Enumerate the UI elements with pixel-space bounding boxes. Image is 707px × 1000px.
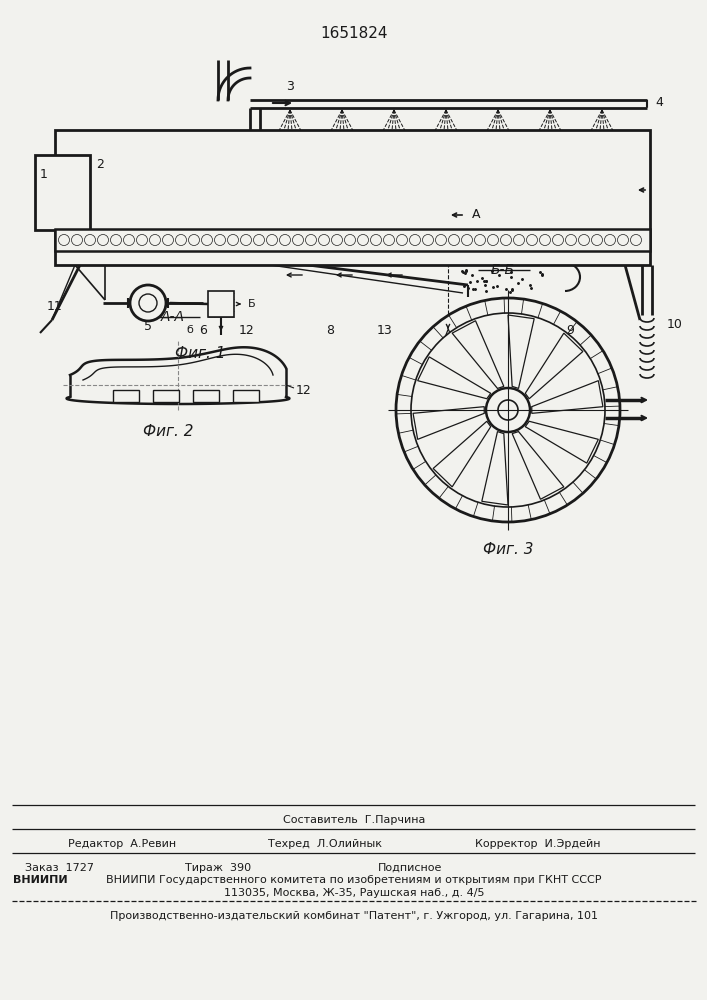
Polygon shape <box>452 321 504 388</box>
Polygon shape <box>413 407 484 439</box>
Bar <box>208 291 234 317</box>
Polygon shape <box>525 333 583 399</box>
Text: 7: 7 <box>584 448 592 462</box>
Text: Корректор  И.Эрдейн: Корректор И.Эрдейн <box>475 839 600 849</box>
Text: 11: 11 <box>46 300 62 314</box>
Text: 4: 4 <box>655 96 663 108</box>
Text: Редактор  А.Ревин: Редактор А.Ревин <box>68 839 176 849</box>
Text: Заказ  1727: Заказ 1727 <box>25 863 94 873</box>
Text: Техред  Л.Олийнык: Техред Л.Олийнык <box>268 839 382 849</box>
Text: б: б <box>187 325 194 335</box>
Text: Фиг. 1: Фиг. 1 <box>175 346 226 360</box>
Bar <box>153 390 179 402</box>
Text: А-А: А-А <box>161 310 185 324</box>
Text: ВНИИПИ: ВНИИПИ <box>13 875 68 885</box>
Text: 6: 6 <box>199 324 207 336</box>
Text: Б: Б <box>248 299 256 309</box>
Polygon shape <box>508 315 534 388</box>
Text: 1: 1 <box>40 168 48 182</box>
Bar <box>55 130 650 265</box>
Text: 13: 13 <box>377 324 393 336</box>
Circle shape <box>396 298 620 522</box>
Polygon shape <box>512 432 564 499</box>
Text: А: А <box>472 209 481 222</box>
Text: 113035, Москва, Ж-35, Раушская наб., д. 4/5: 113035, Москва, Ж-35, Раушская наб., д. … <box>223 888 484 898</box>
Bar <box>113 390 139 402</box>
Text: 9: 9 <box>566 324 574 336</box>
Text: 5: 5 <box>144 320 152 334</box>
Text: 12: 12 <box>239 324 255 336</box>
Polygon shape <box>525 421 598 463</box>
Polygon shape <box>433 421 491 487</box>
Text: 3: 3 <box>286 81 294 94</box>
Text: Тираж  390: Тираж 390 <box>185 863 251 873</box>
Circle shape <box>411 313 605 507</box>
Polygon shape <box>532 381 603 413</box>
Text: Подписное: Подписное <box>378 863 443 873</box>
Text: 1651824: 1651824 <box>320 26 387 41</box>
Text: Фиг. 2: Фиг. 2 <box>143 424 193 440</box>
Text: 8: 8 <box>326 324 334 336</box>
Text: А: А <box>444 328 452 342</box>
Text: Составитель  Г.Парчина: Составитель Г.Парчина <box>283 815 425 825</box>
Circle shape <box>486 388 530 432</box>
Bar <box>233 390 259 402</box>
Circle shape <box>139 294 157 312</box>
Polygon shape <box>418 357 491 399</box>
Text: 2: 2 <box>96 158 104 172</box>
Text: 12: 12 <box>296 383 312 396</box>
Text: Производственно-издательский комбинат "Патент", г. Ужгород, ул. Гагарина, 101: Производственно-издательский комбинат "П… <box>110 911 598 921</box>
Text: Фиг. 3: Фиг. 3 <box>483 542 533 558</box>
Text: ВНИИПИ Государственного комитета по изобретениям и открытиям при ГКНТ СССР: ВНИИПИ Государственного комитета по изоб… <box>106 875 602 885</box>
Circle shape <box>130 285 166 321</box>
Bar <box>55 229 650 251</box>
Circle shape <box>498 400 518 420</box>
Text: Б-Б: Б-Б <box>491 263 515 277</box>
Polygon shape <box>481 432 508 505</box>
Bar <box>35 155 90 230</box>
Text: 10: 10 <box>667 318 683 332</box>
Bar <box>193 390 219 402</box>
